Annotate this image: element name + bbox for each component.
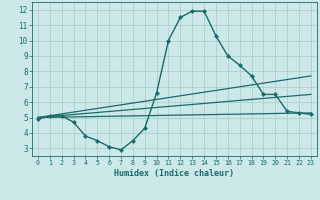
X-axis label: Humidex (Indice chaleur): Humidex (Indice chaleur) [115,169,234,178]
